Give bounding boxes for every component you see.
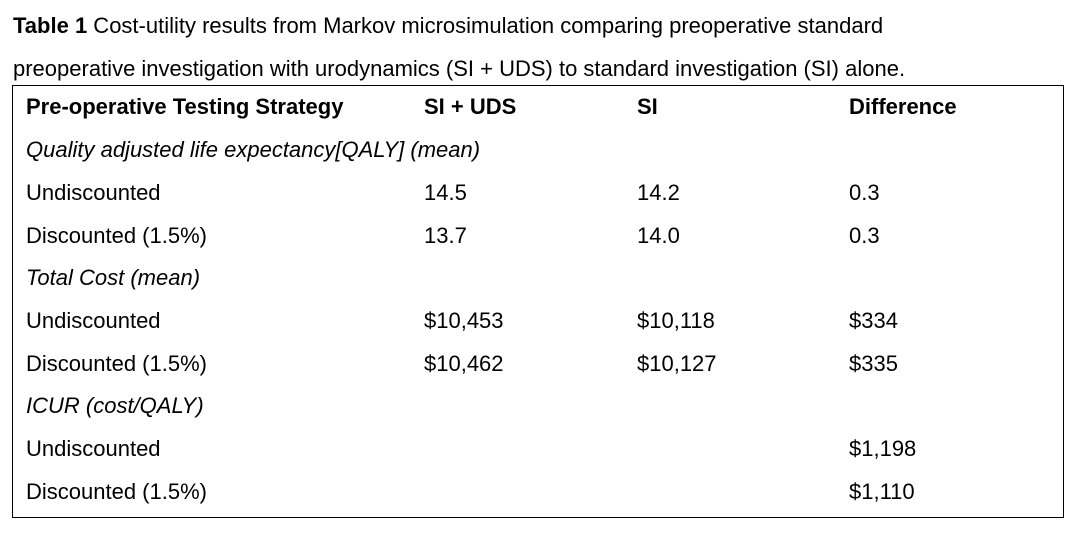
header-difference: Difference xyxy=(849,94,957,119)
header-si: SI xyxy=(637,94,658,119)
section-row-qaly: Quality adjusted life expectancy[QALY] (… xyxy=(13,129,1063,171)
difference-value: 0.3 xyxy=(849,223,880,248)
caption-text-1: Cost-utility results from Markov microsi… xyxy=(87,13,884,38)
caption-line-2: preoperative investigation with urodynam… xyxy=(13,56,906,81)
si-uds-value: 13.7 xyxy=(424,223,467,248)
row-label: Undiscounted xyxy=(26,180,161,205)
si-uds-value: 14.5 xyxy=(424,180,467,205)
si-value: 14.0 xyxy=(637,223,680,248)
row-label: Discounted (1.5%) xyxy=(26,479,207,504)
section-label: Quality adjusted life expectancy[QALY] (… xyxy=(26,137,481,162)
table-row: Discounted (1.5%) $10,462 $10,127 $335 xyxy=(13,343,1063,385)
table-header-row: Pre-operative Testing Strategy SI + UDS … xyxy=(13,86,1063,128)
caption-lead: Table 1 xyxy=(13,13,88,38)
difference-value: $335 xyxy=(849,351,898,376)
header-si-uds: SI + UDS xyxy=(424,94,517,119)
si-value: 14.2 xyxy=(637,180,680,205)
section-row-icur: ICUR (cost/QALY) xyxy=(13,385,1063,427)
si-value: $10,118 xyxy=(637,308,715,333)
section-label: Total Cost (mean) xyxy=(26,265,201,290)
si-uds-value: $10,453 xyxy=(424,308,504,333)
difference-value: $1,198 xyxy=(849,436,917,461)
si-uds-value: $10,462 xyxy=(424,351,504,376)
table-row: Undiscounted 14.5 14.2 0.3 xyxy=(13,172,1063,214)
table-row: Undiscounted $1,198 xyxy=(13,428,1063,470)
row-label: Discounted (1.5%) xyxy=(26,223,207,248)
difference-value: 0.3 xyxy=(849,180,880,205)
table-row: Discounted (1.5%) $1,110 xyxy=(13,471,1063,513)
section-label: ICUR (cost/QALY) xyxy=(26,393,204,418)
row-label: Undiscounted xyxy=(26,436,161,461)
difference-value: $334 xyxy=(849,308,898,333)
header-strategy: Pre-operative Testing Strategy xyxy=(26,94,344,119)
row-label: Undiscounted xyxy=(26,308,161,333)
section-row-total-cost: Total Cost (mean) xyxy=(13,257,1063,299)
row-label: Discounted (1.5%) xyxy=(26,351,207,376)
table-row: Undiscounted $10,453 $10,118 $334 xyxy=(13,300,1063,342)
table-row: Discounted (1.5%) 13.7 14.0 0.3 xyxy=(13,215,1063,257)
si-value: $10,127 xyxy=(637,351,717,376)
difference-value: $1,110 xyxy=(849,479,915,504)
caption-line-1: Table 1 Cost-utility results from Markov… xyxy=(13,4,1073,47)
table-caption: Table 1 Cost-utility results from Markov… xyxy=(13,4,1073,90)
results-table: Pre-operative Testing Strategy SI + UDS … xyxy=(12,85,1064,518)
